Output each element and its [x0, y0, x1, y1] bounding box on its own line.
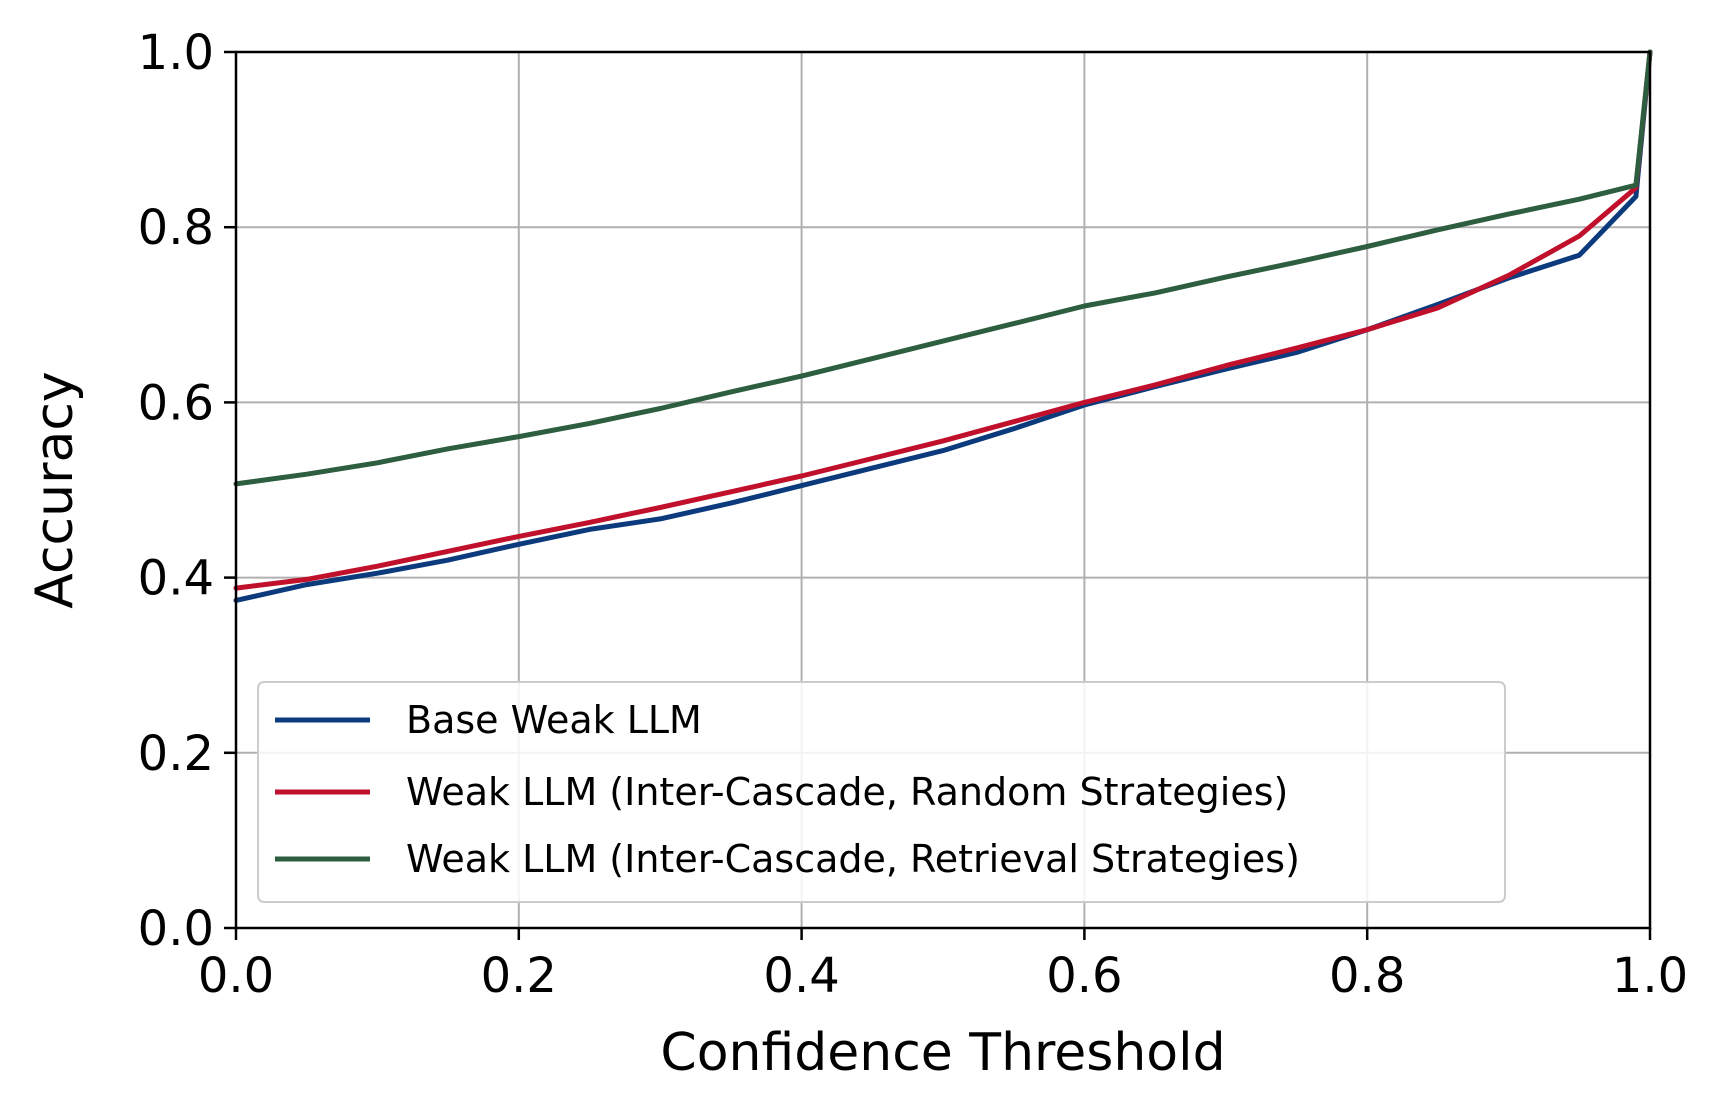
series-line-2: [233, 49, 1653, 591]
y-tick-label: 0.4: [138, 551, 214, 607]
x-tick-label: 0.6: [1046, 948, 1122, 1004]
y-tick-label: 0.8: [138, 200, 214, 256]
y-tick-label: 0.0: [138, 901, 214, 957]
x-tick-label: 1.0: [1612, 948, 1688, 1004]
x-tick-label: 0.2: [481, 948, 557, 1004]
x-tick-label: 0.4: [763, 948, 839, 1004]
legend-box: [257, 681, 1506, 903]
legend-label: Weak LLM (Inter-Cascade, Retrieval Strat…: [406, 837, 1300, 881]
series-line-3: [233, 49, 1653, 487]
y-axis-label: Accuracy: [25, 371, 85, 608]
legend-label: Weak LLM (Inter-Cascade, Random Strategi…: [406, 770, 1288, 814]
y-tick-label: 0.2: [138, 726, 214, 782]
axis-ticks: 0.0 0.2 0.4 0.6 0.8 1.0 0.0 0.2 0.4 0.6 0.8 1.0: [138, 25, 1689, 1004]
series-lines: [233, 49, 1653, 603]
x-tick-label: 0.0: [198, 948, 274, 1004]
legend-label: Base Weak LLM: [406, 698, 702, 742]
y-tick-label: 0.6: [138, 375, 214, 431]
plot-frame: [234, 50, 1652, 930]
x-tick-label: 0.8: [1329, 948, 1405, 1004]
x-axis-label: Confidence Threshold: [660, 1023, 1225, 1083]
y-tick-label: 1.0: [138, 25, 214, 81]
legend: Base Weak LLM Weak LLM (Inter-Cascade, R…: [257, 681, 1506, 903]
